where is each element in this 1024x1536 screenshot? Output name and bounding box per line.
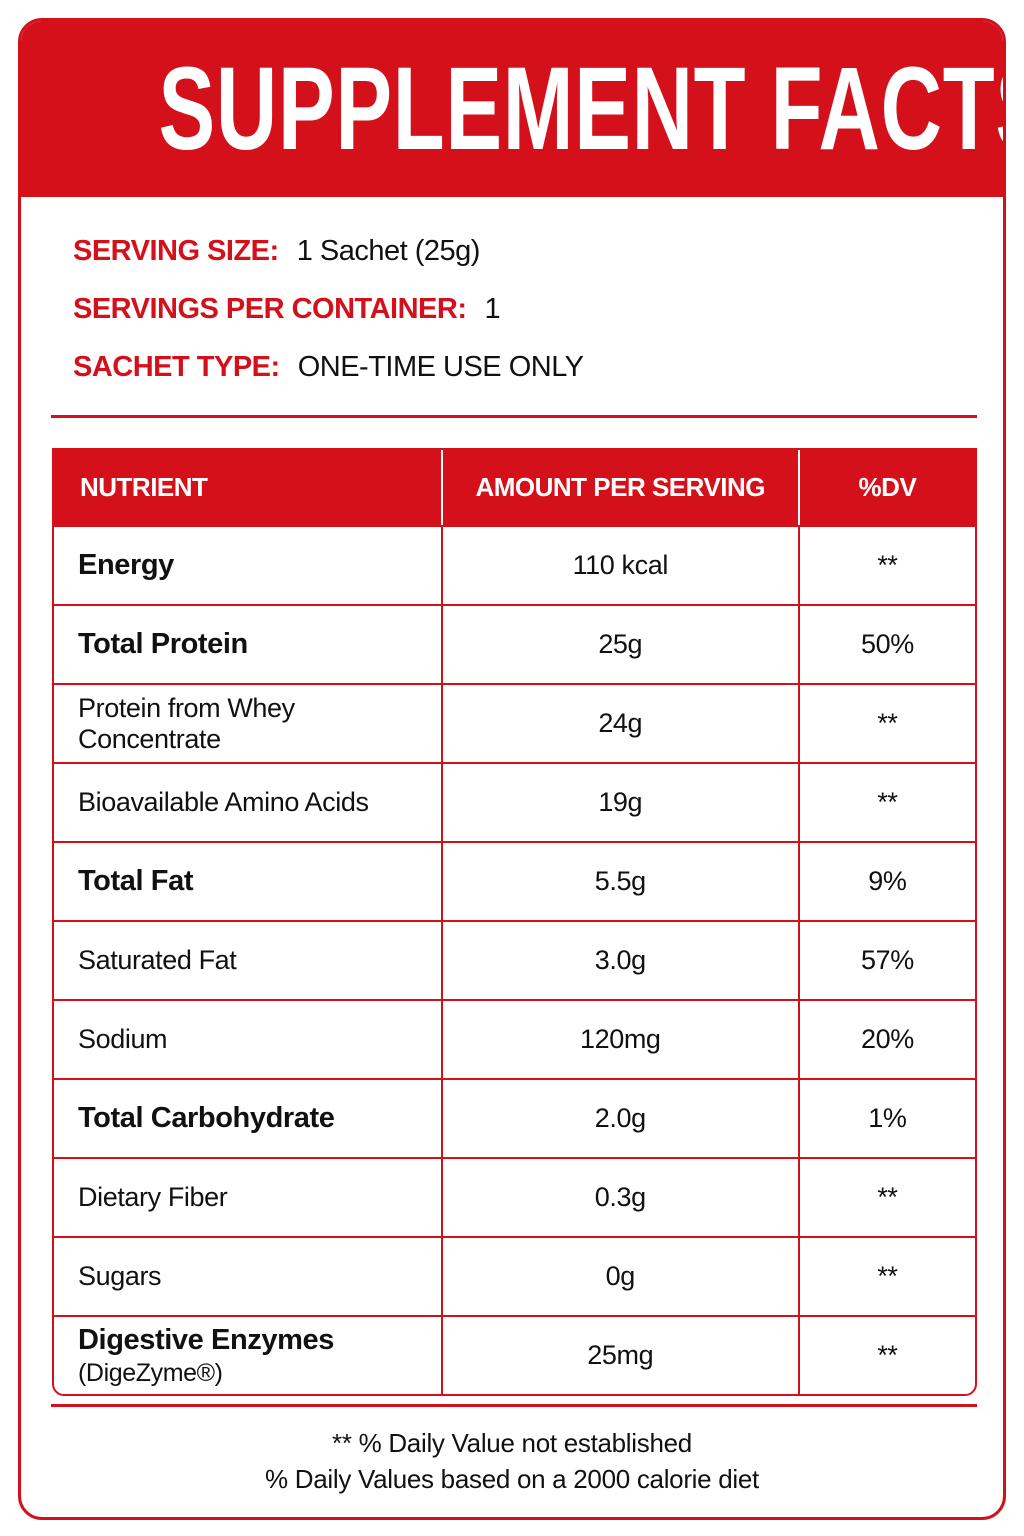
- amount-cell: 120mg: [440, 999, 798, 1078]
- nutrient-name: Digestive Enzymes: [78, 1323, 334, 1356]
- amount-cell: 19g: [440, 762, 798, 841]
- amount-cell: 24g: [440, 683, 798, 762]
- dv-cell: **: [797, 1157, 975, 1236]
- table-row: Digestive Enzymes (DigeZyme®) 25mg **: [54, 1315, 975, 1394]
- nutrient-note: (DigeZyme®): [78, 1358, 223, 1387]
- dv-cell: 50%: [797, 604, 975, 683]
- info-line: SERVING SIZE: 1 Sachet (25g): [73, 235, 480, 268]
- dv-cell: **: [797, 1236, 975, 1315]
- table-row: Sugars 0g **: [54, 1236, 975, 1315]
- nutrient-name: Dietary Fiber: [78, 1182, 228, 1212]
- dv-cell: **: [797, 525, 975, 604]
- nutrient-cell: Total Carbohydrate: [54, 1078, 441, 1157]
- label-frame: SUPPLEMENT FACTS SERVING SIZE: 1 Sachet (…: [18, 18, 1006, 1520]
- info-line: SERVINGS PER CONTAINER: 1: [73, 293, 501, 326]
- amount-cell: 0.3g: [440, 1157, 798, 1236]
- footer: ** % Daily Value not established % Daily …: [21, 1425, 1003, 1497]
- column-header: %DV: [797, 450, 975, 525]
- amount-cell: 3.0g: [440, 920, 798, 999]
- nutrient-name: Sugars: [78, 1261, 162, 1291]
- footer-note: % Daily Values based on a 2000 calorie d…: [265, 1464, 759, 1494]
- amount-cell: 25g: [440, 604, 798, 683]
- nutrient-cell: Protein from Whey Concentrate: [54, 683, 441, 762]
- table-row: Total Protein 25g 50%: [54, 604, 975, 683]
- nutrient-cell: Sodium: [54, 999, 441, 1078]
- divider: [51, 1404, 977, 1407]
- amount-cell: 5.5g: [440, 841, 798, 920]
- nutrient-cell: Saturated Fat: [54, 920, 441, 999]
- table-row: Bioavailable Amino Acids 19g **: [54, 762, 975, 841]
- amount-cell: 25mg: [440, 1315, 798, 1394]
- dv-cell: **: [797, 1315, 975, 1394]
- header-band: [21, 21, 1003, 197]
- dv-cell: **: [797, 762, 975, 841]
- amount-cell: 2.0g: [440, 1078, 798, 1157]
- amount-cell: 110 kcal: [440, 525, 798, 604]
- divider: [51, 415, 977, 418]
- info-line: SACHET TYPE: ONE-TIME USE ONLY: [73, 351, 584, 384]
- amount-cell: 0g: [440, 1236, 798, 1315]
- nutrient-name: Total Carbohydrate: [78, 1102, 335, 1134]
- nutrient-cell: Energy: [54, 525, 441, 604]
- table-body: Energy 110 kcal ** Total Protein 25g 50% Prote…: [54, 525, 975, 1394]
- nutrient-cell: Digestive Enzymes (DigeZyme®): [54, 1315, 441, 1394]
- table-row: Dietary Fiber 0.3g **: [54, 1157, 975, 1236]
- info-label: SERVING SIZE:: [73, 235, 279, 267]
- nutrient-cell: Sugars: [54, 1236, 441, 1315]
- nutrient-name: Bioavailable Amino Acids: [78, 787, 369, 817]
- nutrient-cell: Total Protein: [54, 604, 441, 683]
- info-label: SACHET TYPE:: [73, 351, 280, 383]
- column-header: AMOUNT PER SERVING: [440, 450, 798, 525]
- title: SUPPLEMENT FACTS: [158, 43, 1006, 175]
- dv-cell: **: [797, 683, 975, 762]
- table-row: Total Fat 5.5g 9%: [54, 841, 975, 920]
- dv-cell: 20%: [797, 999, 975, 1078]
- table-row: Protein from Whey Concentrate 24g **: [54, 683, 975, 762]
- nutrient-name: Energy: [78, 549, 174, 581]
- nutrient-cell: Dietary Fiber: [54, 1157, 441, 1236]
- table-row: Total Carbohydrate 2.0g 1%: [54, 1078, 975, 1157]
- dv-cell: 1%: [797, 1078, 975, 1157]
- nutrient-name: Protein from Whey Concentrate: [78, 692, 295, 754]
- info-label: SERVINGS PER CONTAINER:: [73, 293, 467, 325]
- dv-cell: 57%: [797, 920, 975, 999]
- dv-cell: 9%: [797, 841, 975, 920]
- table-row: Energy 110 kcal **: [54, 525, 975, 604]
- info-value: 1: [484, 293, 501, 325]
- nutrient-cell: Total Fat: [54, 841, 441, 920]
- table-row: Saturated Fat 3.0g 57%: [54, 920, 975, 999]
- nutrient-name: Saturated Fat: [78, 945, 237, 975]
- info-value: ONE-TIME USE ONLY: [297, 351, 584, 383]
- table-row: Sodium 120mg 20%: [54, 999, 975, 1078]
- info-value: 1 Sachet (25g): [296, 235, 481, 267]
- table-header: NUTRIENT AMOUNT PER SERVING %DV: [54, 450, 975, 525]
- column-header: NUTRIENT: [54, 450, 441, 525]
- nutrient-table: NUTRIENT AMOUNT PER SERVING %DV Energy 110 …: [52, 448, 977, 1396]
- footer-note: ** % Daily Value not established: [332, 1428, 692, 1458]
- nutrient-name: Total Fat: [78, 865, 194, 897]
- nutrient-cell: Bioavailable Amino Acids: [54, 762, 441, 841]
- nutrient-name: Sodium: [78, 1024, 168, 1054]
- nutrient-name: Total Protein: [78, 628, 248, 660]
